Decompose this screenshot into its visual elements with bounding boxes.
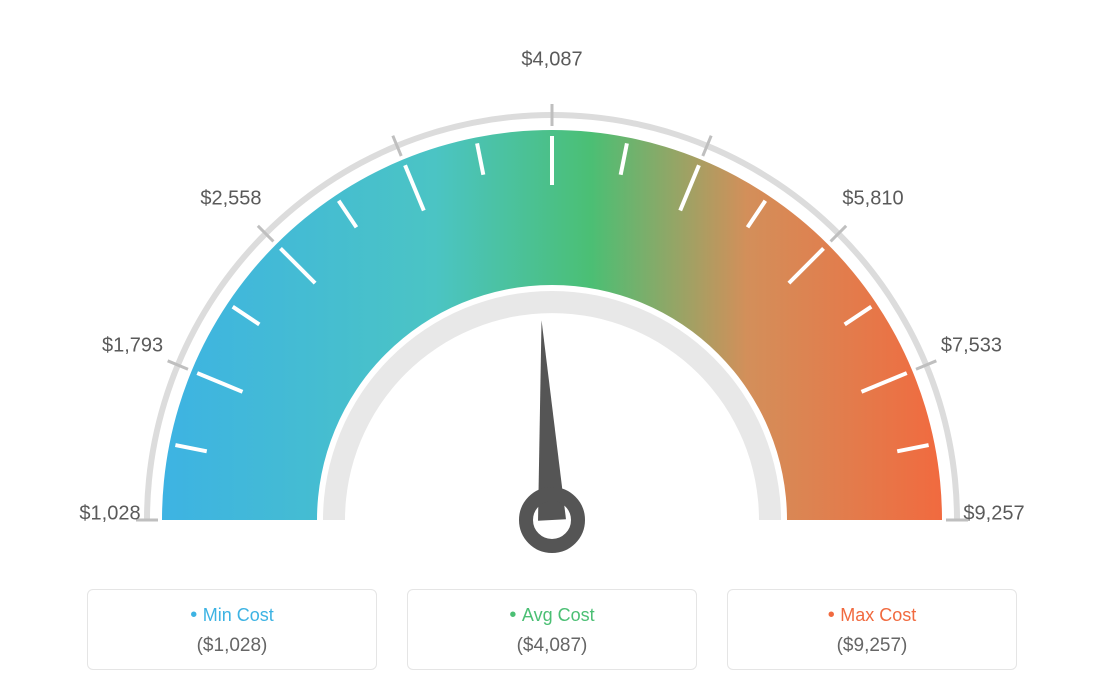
gauge-tick-label: $4,087 xyxy=(521,49,582,72)
gauge-svg xyxy=(0,0,1104,560)
legend-value-max: ($9,257) xyxy=(738,635,1006,657)
legend-card-min: Min Cost ($1,028) xyxy=(87,589,377,670)
legend-row: Min Cost ($1,028) Avg Cost ($4,087) Max … xyxy=(0,589,1104,670)
gauge-tick-label: $7,533 xyxy=(941,335,1002,358)
legend-title-max: Max Cost xyxy=(738,604,1006,627)
gauge-tick-label: $2,558 xyxy=(200,187,261,210)
gauge-tick-label: $1,028 xyxy=(79,503,140,526)
legend-card-avg: Avg Cost ($4,087) xyxy=(407,589,697,670)
legend-title-min: Min Cost xyxy=(98,604,366,627)
gauge-tick-label: $5,810 xyxy=(842,187,903,210)
gauge-tick-label: $9,257 xyxy=(963,503,1024,526)
gauge-area: $1,028 $1,793 $2,558 $4,087 $5,810 $7,533 $9,2… xyxy=(0,0,1104,560)
legend-card-max: Max Cost ($9,257) xyxy=(727,589,1017,670)
gauge-tick-label: $1,793 xyxy=(102,335,163,358)
legend-value-min: ($1,028) xyxy=(98,635,366,657)
legend-title-avg: Avg Cost xyxy=(418,604,686,627)
legend-value-avg: ($4,087) xyxy=(418,635,686,657)
gauge-chart-container: $1,028 $1,793 $2,558 $4,087 $5,810 $7,533 $9,2… xyxy=(0,0,1104,690)
